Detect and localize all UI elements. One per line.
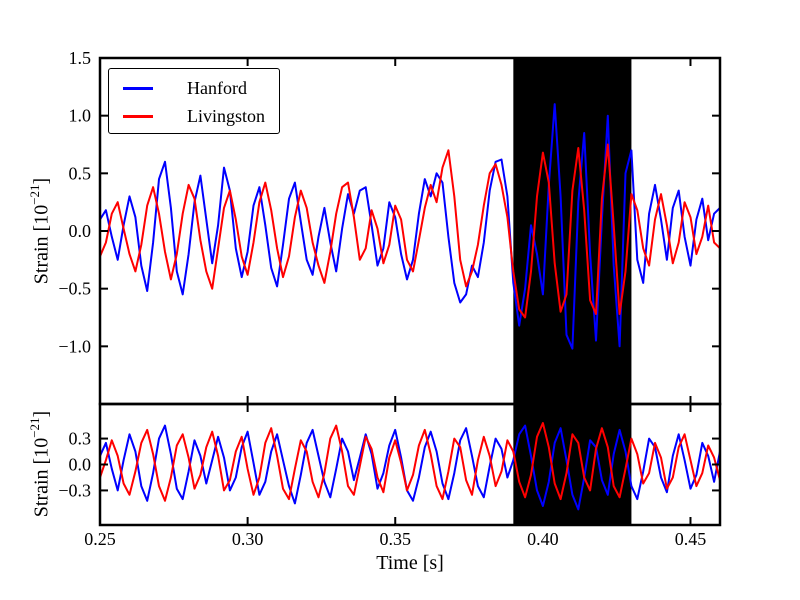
y-axis-label-top-text: Strain [10: [30, 204, 53, 285]
hanford-series-top: [99, 103, 721, 350]
legend-item-livingston: Livingston: [109, 102, 279, 130]
x-tick-label: 0.45: [675, 529, 707, 549]
y-axis-label-bottom-text: Strain [10: [30, 437, 53, 518]
y-tick-label: 1.0: [69, 106, 92, 126]
livingston-series-top: [99, 143, 721, 319]
y-tick-label: −0.3: [58, 480, 91, 500]
x-tick-label: 0.30: [232, 529, 264, 549]
y-axis-label-bottom: Strain [10−21]: [24, 374, 53, 554]
x-tick-label: 0.25: [84, 529, 116, 549]
legend-item-hanford: Hanford: [109, 74, 279, 102]
livingston-series-bottom: [99, 422, 721, 502]
y-axis-label-top-exponent: −21: [27, 184, 42, 205]
legend-label-livingston: Livingston: [187, 105, 266, 126]
y-axis-label-bottom-exponent: −21: [27, 417, 42, 438]
y-tick-label: 1.5: [69, 48, 92, 68]
hanford-line-swatch: [123, 86, 153, 90]
y-axis-label-top: Strain [10−21]: [24, 141, 53, 321]
y-tick-label: 0.0: [69, 221, 92, 241]
x-axis-label: Time [s]: [376, 552, 444, 574]
legend-label-hanford: Hanford: [187, 77, 247, 98]
highlight-region: [513, 58, 632, 525]
y-tick-label: 0.3: [69, 429, 92, 449]
livingston-line-swatch: [123, 114, 153, 118]
y-tick-label: −0.5: [58, 279, 91, 299]
y-tick-label: 0.5: [69, 163, 92, 183]
y-tick-label: 0.0: [69, 455, 92, 475]
hanford-series-bottom: [99, 424, 721, 511]
x-tick-label: 0.35: [379, 529, 411, 549]
y-tick-label: −1.0: [58, 336, 91, 356]
x-tick-label: 0.40: [527, 529, 559, 549]
legend: Hanford Livingston: [108, 68, 280, 134]
